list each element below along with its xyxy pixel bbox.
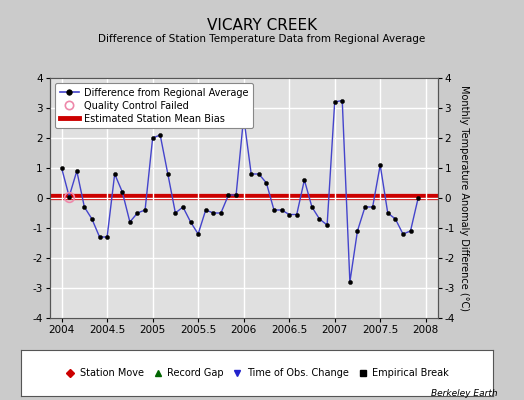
Text: Difference of Station Temperature Data from Regional Average: Difference of Station Temperature Data f… [99,34,425,44]
Legend: Difference from Regional Average, Quality Control Failed, Estimated Station Mean: Difference from Regional Average, Qualit… [54,83,253,128]
Text: Berkeley Earth: Berkeley Earth [431,389,498,398]
Legend: Station Move, Record Gap, Time of Obs. Change, Empirical Break: Station Move, Record Gap, Time of Obs. C… [60,364,453,382]
Text: VICARY CREEK: VICARY CREEK [207,18,317,33]
Y-axis label: Monthly Temperature Anomaly Difference (°C): Monthly Temperature Anomaly Difference (… [458,85,469,311]
